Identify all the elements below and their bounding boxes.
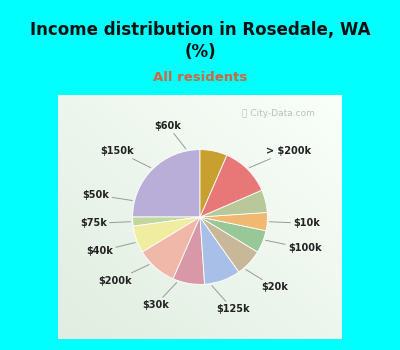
Wedge shape — [200, 217, 239, 284]
Text: $200k: $200k — [98, 265, 149, 286]
Wedge shape — [200, 217, 266, 252]
Wedge shape — [200, 190, 267, 217]
Wedge shape — [200, 217, 258, 272]
Wedge shape — [200, 212, 267, 231]
Wedge shape — [200, 155, 262, 217]
Text: All residents: All residents — [153, 71, 247, 84]
Text: > $200k: > $200k — [249, 146, 311, 168]
Text: $125k: $125k — [212, 286, 250, 314]
Text: $75k: $75k — [80, 218, 130, 228]
Wedge shape — [200, 150, 227, 217]
Text: $60k: $60k — [154, 120, 186, 149]
Wedge shape — [133, 217, 200, 252]
Text: $20k: $20k — [246, 270, 288, 292]
Text: $40k: $40k — [86, 243, 135, 256]
Text: ⓘ City-Data.com: ⓘ City-Data.com — [242, 109, 315, 118]
Text: $150k: $150k — [100, 146, 151, 168]
Wedge shape — [133, 150, 200, 217]
Wedge shape — [173, 217, 204, 285]
Text: Income distribution in Rosedale, WA
(%): Income distribution in Rosedale, WA (%) — [30, 21, 370, 61]
Text: $10k: $10k — [270, 218, 320, 228]
Text: $30k: $30k — [142, 283, 177, 310]
Text: $50k: $50k — [82, 190, 132, 201]
Wedge shape — [133, 217, 200, 226]
Text: $100k: $100k — [266, 240, 322, 253]
Wedge shape — [142, 217, 200, 279]
